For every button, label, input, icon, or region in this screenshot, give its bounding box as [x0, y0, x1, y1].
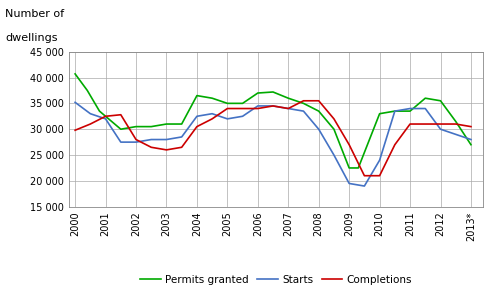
Starts	[240, 114, 246, 118]
Completions	[438, 122, 444, 126]
Completions	[148, 146, 154, 149]
Permits granted	[103, 114, 108, 118]
Starts	[72, 101, 78, 104]
Starts	[118, 140, 124, 144]
Starts	[148, 138, 154, 141]
Completions	[407, 122, 413, 126]
Completions	[164, 148, 170, 152]
Completions	[87, 122, 93, 126]
Completions	[361, 174, 367, 178]
Completions	[133, 138, 139, 141]
Completions	[453, 122, 458, 126]
Completions	[392, 143, 398, 147]
Line: Starts: Starts	[75, 102, 471, 186]
Completions	[194, 125, 200, 128]
Completions	[240, 107, 246, 110]
Starts	[377, 158, 383, 162]
Permits granted	[453, 119, 458, 123]
Starts	[453, 133, 458, 136]
Starts	[423, 107, 428, 110]
Completions	[423, 122, 428, 126]
Permits granted	[133, 125, 139, 128]
Starts	[392, 109, 398, 113]
Permits granted	[194, 94, 200, 97]
Starts	[209, 112, 215, 116]
Completions	[209, 117, 215, 121]
Permits granted	[270, 90, 276, 94]
Completions	[103, 114, 108, 118]
Permits granted	[316, 109, 321, 113]
Starts	[255, 104, 261, 108]
Permits granted	[255, 91, 261, 95]
Permits granted	[407, 109, 413, 113]
Completions	[270, 104, 276, 108]
Completions	[285, 107, 291, 110]
Legend: Permits granted, Starts, Completions: Permits granted, Starts, Completions	[136, 271, 416, 289]
Starts	[194, 114, 200, 118]
Starts	[346, 182, 352, 185]
Permits granted	[118, 127, 124, 131]
Permits granted	[240, 102, 246, 105]
Completions	[224, 107, 230, 110]
Permits granted	[392, 109, 398, 113]
Completions	[118, 113, 124, 116]
Permits granted	[355, 166, 361, 170]
Permits granted	[148, 125, 154, 128]
Permits granted	[331, 127, 337, 131]
Starts	[270, 104, 276, 108]
Completions	[301, 99, 307, 103]
Completions	[377, 174, 383, 178]
Permits granted	[346, 166, 352, 170]
Starts	[103, 117, 108, 121]
Line: Permits granted: Permits granted	[75, 74, 471, 168]
Starts	[438, 127, 444, 131]
Starts	[87, 112, 93, 116]
Starts	[179, 135, 185, 139]
Permits granted	[97, 109, 103, 113]
Starts	[407, 107, 413, 110]
Permits granted	[72, 72, 78, 76]
Permits granted	[285, 96, 291, 100]
Permits granted	[209, 96, 215, 100]
Permits granted	[164, 122, 170, 126]
Permits granted	[377, 112, 383, 116]
Starts	[468, 138, 474, 141]
Completions	[346, 143, 352, 147]
Permits granted	[84, 89, 90, 92]
Text: Number of: Number of	[5, 9, 64, 19]
Starts	[301, 109, 307, 113]
Line: Completions: Completions	[75, 101, 471, 176]
Permits granted	[301, 102, 307, 105]
Completions	[331, 117, 337, 121]
Starts	[331, 153, 337, 157]
Permits granted	[224, 102, 230, 105]
Permits granted	[179, 122, 185, 126]
Starts	[361, 184, 367, 188]
Starts	[285, 107, 291, 110]
Starts	[133, 140, 139, 144]
Starts	[164, 138, 170, 141]
Completions	[179, 146, 185, 149]
Completions	[72, 128, 78, 132]
Permits granted	[468, 143, 474, 147]
Completions	[316, 99, 321, 103]
Text: dwellings: dwellings	[5, 33, 57, 43]
Starts	[224, 117, 230, 121]
Completions	[468, 125, 474, 128]
Permits granted	[423, 96, 428, 100]
Permits granted	[438, 99, 444, 103]
Completions	[255, 107, 261, 110]
Starts	[316, 127, 321, 131]
